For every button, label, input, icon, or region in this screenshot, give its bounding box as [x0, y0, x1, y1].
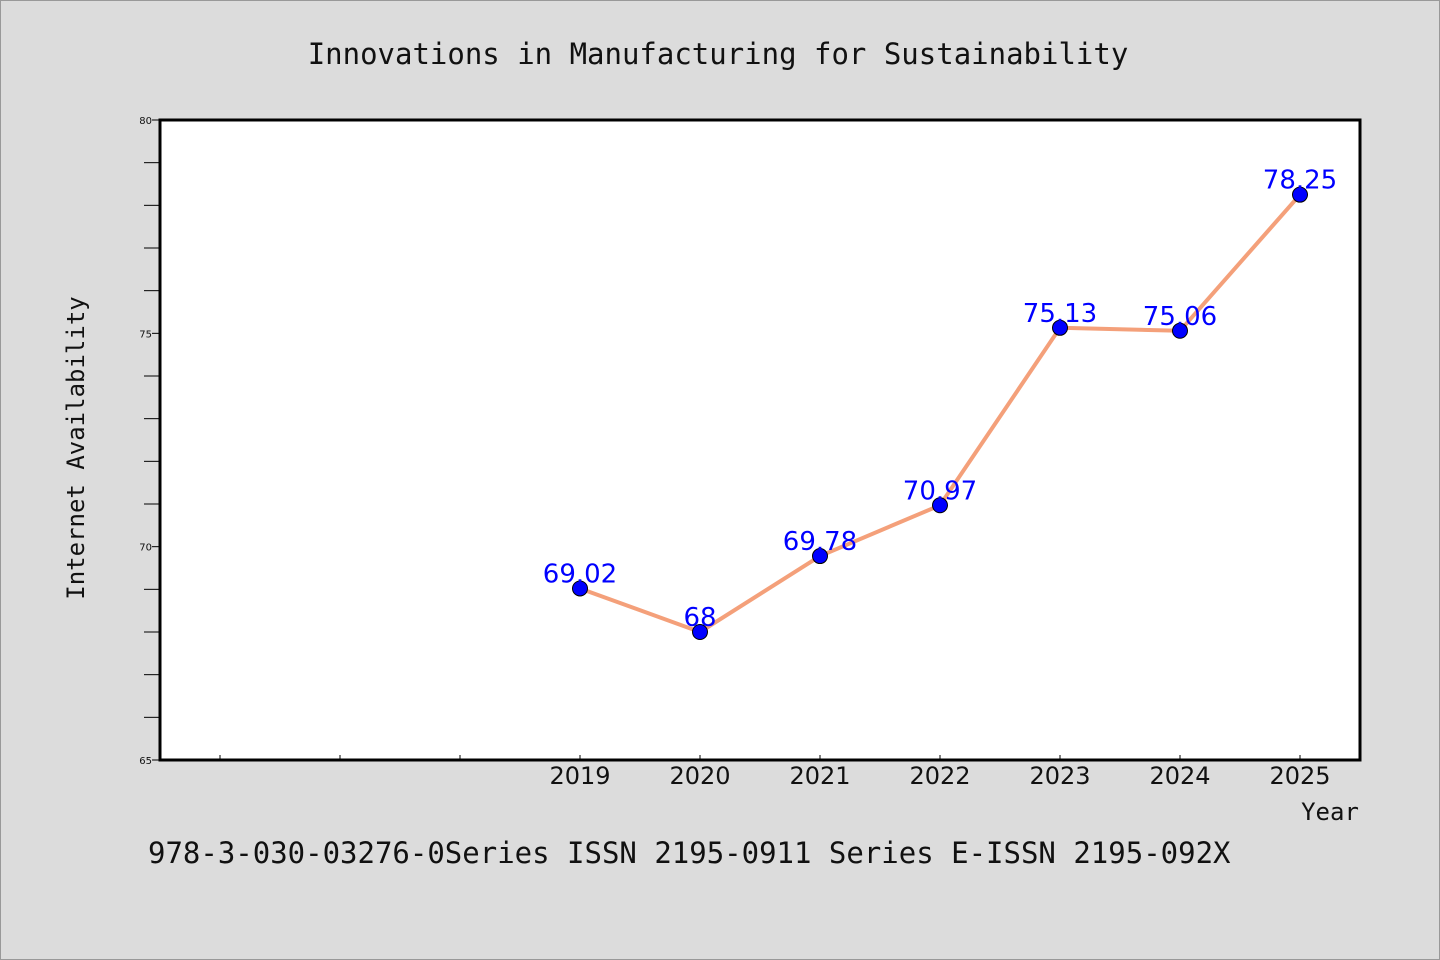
y-tick-label: 80 [139, 116, 152, 127]
data-value-label: 69.02 [543, 559, 617, 589]
data-value-label: 78.25 [1263, 166, 1337, 196]
data-point-marker [1052, 319, 1068, 336]
x-tick-label: 2020 [669, 762, 730, 790]
data-point-marker [1292, 186, 1308, 203]
y-axis-label: Internet Availability [62, 296, 90, 599]
plot-frame [158, 118, 1362, 762]
data-point-marker [1172, 322, 1188, 339]
data-point-marker [572, 580, 588, 597]
y-tick-label: 65 [139, 756, 152, 767]
data-point-marker [692, 624, 708, 640]
x-tick-label: 2021 [789, 762, 850, 790]
data-value-label: 68 [683, 603, 716, 633]
x-tick-label: 2025 [1269, 762, 1330, 790]
data-value-label: 75.06 [1143, 302, 1217, 332]
data-point-marker [812, 548, 828, 565]
plot-area [160, 120, 1360, 760]
x-tick-label: 2024 [1149, 762, 1210, 790]
caption-text: 978-3-030-03276-0Series ISSN 2195-0911 S… [148, 836, 1231, 870]
ticks-layer: 2019 2020 2021 2022 2023 2024 2025 65 70 75 80 [139, 116, 1330, 790]
y-tick-label: 70 [139, 543, 152, 554]
y-tick-label: 75 [139, 329, 152, 340]
data-value-label: 75.13 [1023, 299, 1097, 329]
series-layer: 69.02 68 69.78 70.97 75.13 75.06 78.25 [543, 166, 1337, 640]
data-value-label: 69.78 [783, 527, 857, 557]
x-tick-label: 2022 [909, 762, 970, 790]
chart-title: Innovations in Manufacturing for Sustain… [308, 37, 1129, 71]
data-value-label: 70.97 [903, 476, 977, 506]
x-tick-label: 2019 [549, 762, 610, 790]
x-axis-label: Year [1301, 798, 1359, 826]
x-tick-label: 2023 [1029, 762, 1090, 790]
data-point-marker [932, 497, 948, 514]
